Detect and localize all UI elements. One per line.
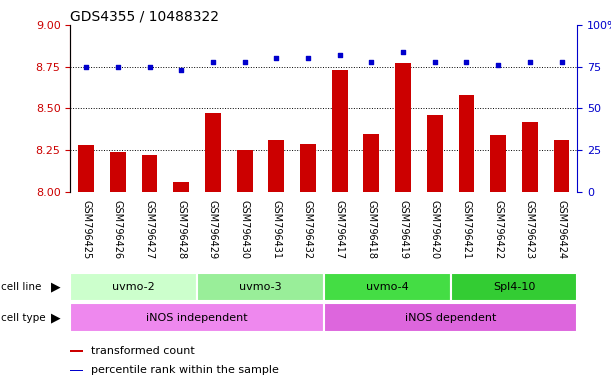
Bar [300,144,316,192]
Text: GDS4355 / 10488322: GDS4355 / 10488322 [70,10,219,24]
Text: GSM796431: GSM796431 [271,200,281,259]
Bar [554,140,569,192]
Bar [324,273,450,301]
Bar [70,273,197,301]
Text: GSM796419: GSM796419 [398,200,408,259]
Text: GSM796430: GSM796430 [240,200,249,259]
Bar [395,63,411,192]
Bar [268,140,284,192]
Point [398,49,408,55]
Text: GSM796427: GSM796427 [145,200,155,259]
Point [113,64,123,70]
Bar [78,145,94,192]
Text: GSM796417: GSM796417 [335,200,345,259]
Bar [458,95,474,192]
Text: GSM796429: GSM796429 [208,200,218,259]
Point [177,67,186,73]
Text: transformed count: transformed count [90,346,194,356]
Text: GSM796423: GSM796423 [525,200,535,259]
Point [367,59,376,65]
Text: GSM796422: GSM796422 [493,200,503,259]
Point [525,59,535,65]
Point [81,64,91,70]
Bar [332,70,348,192]
Text: cell line: cell line [1,282,42,292]
Text: GSM796425: GSM796425 [81,200,91,259]
Bar [70,350,83,352]
Text: uvmo-4: uvmo-4 [366,282,409,292]
Text: ▶: ▶ [51,281,60,293]
Point [461,59,471,65]
Bar [427,115,443,192]
Text: ▶: ▶ [51,311,60,324]
Bar [205,114,221,192]
Point [208,59,218,65]
Point [145,64,155,70]
Text: GSM796428: GSM796428 [176,200,186,259]
Point [240,59,249,65]
Point [335,52,345,58]
Point [557,59,566,65]
Point [271,55,281,61]
Point [493,62,503,68]
Bar [324,303,577,332]
Bar [142,155,158,192]
Bar [174,182,189,192]
Text: uvmo-2: uvmo-2 [112,282,155,292]
Bar [522,122,538,192]
Text: GSM796426: GSM796426 [113,200,123,259]
Bar [70,369,83,371]
Point [430,59,440,65]
Text: GSM796432: GSM796432 [303,200,313,259]
Text: GSM796424: GSM796424 [557,200,566,259]
Bar [490,135,506,192]
Bar [364,134,379,192]
Text: GSM796418: GSM796418 [367,200,376,259]
Bar [450,273,577,301]
Bar [110,152,126,192]
Text: GSM796420: GSM796420 [430,200,440,259]
Text: Spl4-10: Spl4-10 [493,282,535,292]
Text: cell type: cell type [1,313,46,323]
Bar [70,303,324,332]
Bar [236,150,252,192]
Text: GSM796421: GSM796421 [461,200,472,259]
Text: iNOS independent: iNOS independent [146,313,248,323]
Text: uvmo-3: uvmo-3 [239,282,282,292]
Text: iNOS dependent: iNOS dependent [405,313,496,323]
Point [303,55,313,61]
Text: percentile rank within the sample: percentile rank within the sample [90,365,279,375]
Bar [197,273,324,301]
